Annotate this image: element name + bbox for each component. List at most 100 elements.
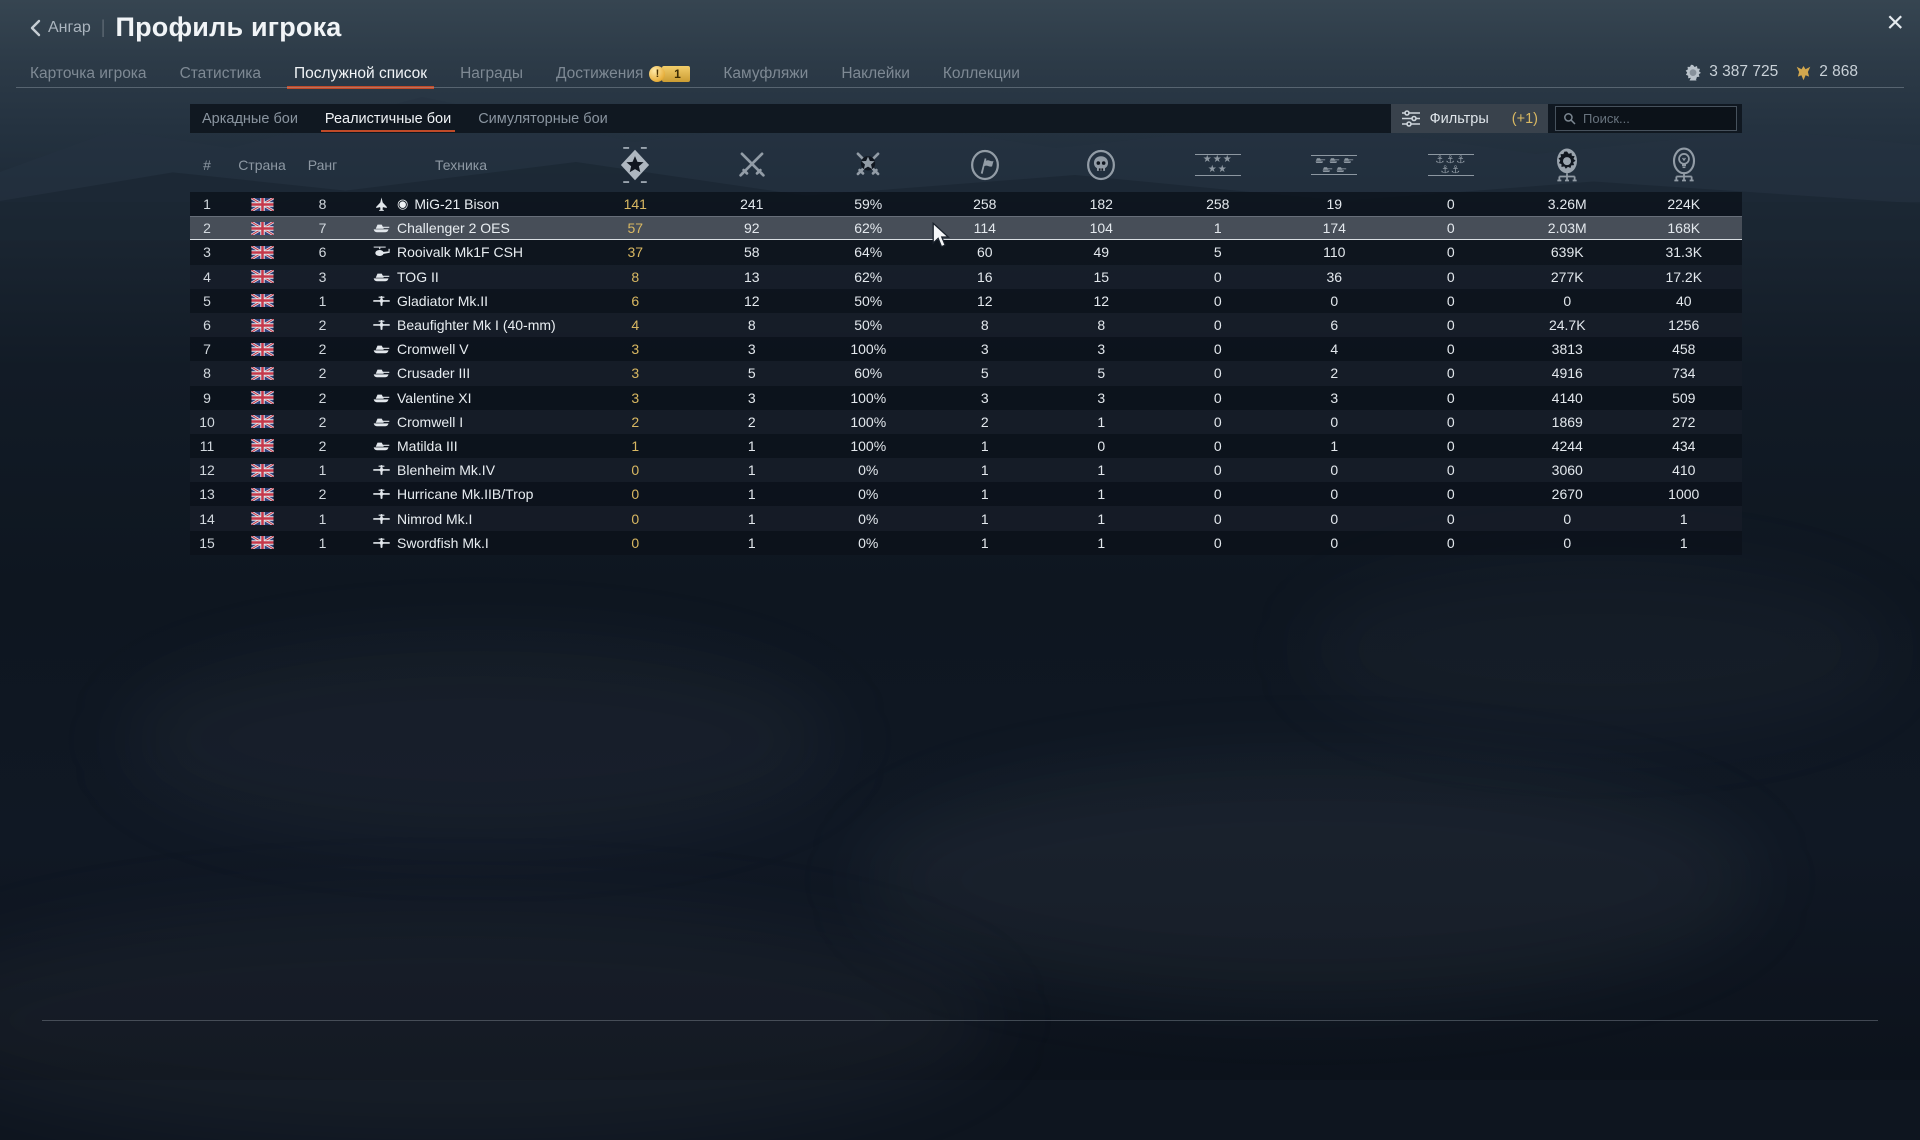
search-input[interactable] (1581, 110, 1729, 127)
vehicle-row[interactable]: 6 2 Beaufighter Mk I (40-mm) 4 8 50% 8 8 0 6 0 2… (190, 312, 1742, 338)
stat-battles: 12 (743, 292, 760, 309)
profile-tab-7[interactable]: Коллекции (943, 60, 1020, 88)
vehicle-row[interactable]: 5 1 Gladiator Mk.II 6 12 50% 12 12 0 0 0 0 40 (190, 288, 1742, 313)
stat-silver-lions-earned: 277K (1550, 268, 1584, 285)
profile-tab-6[interactable]: Наклейки (841, 60, 910, 88)
stat-sorties-flag: 1 (980, 462, 989, 479)
stat-ground-targets: 4 (1330, 341, 1339, 358)
country-flag-uk-icon (224, 536, 300, 550)
back-label: Ангар (48, 18, 91, 36)
stat-air-targets: 0 (1213, 268, 1222, 285)
stat-deaths-skull: 1 (1097, 413, 1106, 430)
profile-tabs: Карточка игрока Статистика Послужной списо… (30, 60, 1020, 89)
silver-lion-icon (1685, 64, 1702, 80)
stat-sorties-flag: 5 (980, 365, 989, 382)
stat-ground-targets: 0 (1330, 462, 1339, 479)
country-flag-uk-icon (224, 270, 300, 284)
vehicle-row[interactable]: 13 2 Hurricane Mk.IIB/Trop 0 1 0% 1 1 0 0 0 2670… (190, 482, 1742, 507)
research-points-icon (1672, 147, 1695, 182)
close-button[interactable]: × (1886, 6, 1904, 39)
stat-silver-lions-earned: 639K (1550, 244, 1584, 261)
profile-tab-3[interactable]: Награды (460, 60, 523, 88)
stat-silver-lions-earned: 0 (1563, 292, 1572, 309)
back-chevron-icon (30, 19, 41, 36)
vehicle-row[interactable]: 4 3 TOG II 8 13 62% 16 15 0 36 0 277K 17.2K (190, 264, 1742, 289)
naval-targets-icon: ⚓⚓⚓ ⚓⚓ (1427, 154, 1474, 176)
stat-air-targets: 1 (1213, 220, 1222, 237)
tank-icon (372, 343, 391, 355)
vehicle-rank: 2 (318, 389, 327, 406)
stat-sorties-flag: 60 (976, 244, 993, 261)
stat-winrate: 0% (858, 462, 879, 479)
vehicle-row[interactable]: 11 2 Matilda III 1 1 100% 1 0 0 1 0 4244 434 (190, 433, 1742, 459)
stat-ground-targets: 2 (1330, 365, 1339, 382)
back-button[interactable]: Ангар (30, 19, 91, 37)
research-points-column-header (1626, 145, 1743, 185)
vehicle-row[interactable]: 12 1 Blenheim Mk.IV 0 1 0% 1 1 0 0 0 3060 410 (190, 458, 1742, 483)
stat-silver-lions-earned: 1869 (1551, 413, 1583, 430)
vehicle-row[interactable]: 14 1 Nimrod Mk.I 0 1 0% 1 1 0 0 0 0 1 (190, 506, 1742, 531)
profile-tab-2[interactable]: Послужной список (286, 60, 435, 89)
vehicle-name: Matilda III (397, 437, 458, 454)
vehicle-cell: ◉ MiG-21 Bison (345, 196, 577, 212)
country-flag-uk-icon (224, 318, 300, 332)
vehicle-row[interactable]: 1 8 ◉ MiG-21 Bison 141 241 59% 258 182 258 19 0… (190, 192, 1742, 217)
vehicle-name: Blenheim Mk.IV (397, 462, 496, 479)
vehicle-row[interactable]: 2 7 Challenger 2 OES 57 92 62% 114 104 1 174 0 2… (190, 216, 1742, 241)
search-icon (1564, 113, 1576, 125)
row-number: 7 (203, 341, 211, 358)
stat-silver-lions-earned: 24.7K (1548, 317, 1586, 334)
vehicle-cell: Challenger 2 OES (345, 220, 577, 236)
badge-count: 1 (662, 66, 691, 82)
stat-silver-lions-earned: 4916 (1551, 365, 1583, 382)
mode-tab-0[interactable]: Аркадные бои (202, 110, 298, 127)
mode-tab-1[interactable]: Реалистичные бои (320, 104, 456, 133)
profile-tab-0[interactable]: Карточка игрока (30, 60, 147, 88)
vehicle-rank: 1 (318, 292, 327, 309)
vehicle-row[interactable]: 7 2 Cromwell V 3 3 100% 3 3 0 4 0 3813 458 (190, 337, 1742, 362)
naval-targets-column-header: ⚓⚓⚓ ⚓⚓ (1393, 154, 1510, 176)
vehicle-cell: Gladiator Mk.II (345, 293, 577, 309)
vehicle-row[interactable]: 10 2 Cromwell I 2 2 100% 2 1 0 0 0 1869 272 (190, 409, 1742, 434)
country-flag-uk-icon (224, 342, 300, 356)
column-header-country: Страна (238, 157, 286, 173)
vehicle-name: Nimrod Mk.I (397, 510, 473, 527)
country-flag-uk-icon (224, 294, 300, 308)
stat-research-points: 734 (1672, 365, 1696, 382)
vehicle-cell: Rooivalk Mk1F CSH (345, 244, 577, 260)
mode-tab-2[interactable]: Симуляторные бои (478, 110, 608, 127)
player-profile-screen: Ангар | Профиль игрока × 3 387 725 2 868… (0, 0, 1920, 1080)
search-box[interactable] (1555, 106, 1737, 131)
stat-deaths-skull: 1 (1097, 462, 1106, 479)
stat-air-targets: 0 (1213, 413, 1222, 430)
vehicle-name: Hurricane Mk.IIB/Trop (397, 486, 534, 503)
tank-icon (372, 367, 391, 379)
stat-naval-targets: 0 (1446, 437, 1455, 454)
stat-sorties-flag: 3 (980, 389, 989, 406)
stat-silver-lions-earned: 2.03M (1547, 220, 1587, 237)
vehicle-row[interactable]: 15 1 Swordfish Mk.I 0 1 0% 1 1 0 0 0 0 1 (190, 530, 1742, 555)
profile-tab-label: Наклейки (841, 65, 910, 82)
vehicle-rank: 3 (318, 268, 327, 285)
profile-tab-1[interactable]: Статистика (180, 60, 261, 88)
silver-lions-earned-icon (1557, 148, 1578, 182)
vehicle-name: Cromwell V (397, 341, 469, 358)
profile-tab-label: Награды (460, 65, 523, 82)
stat-deaths-skull: 3 (1097, 341, 1106, 358)
stat-naval-targets: 0 (1446, 486, 1455, 503)
wins-column-header (577, 145, 694, 185)
stat-deaths-skull: 0 (1097, 437, 1106, 454)
filters-button[interactable]: Фильтры (+1) (1390, 104, 1548, 133)
stat-air-targets: 0 (1213, 534, 1222, 551)
vehicle-row[interactable]: 3 6 Rooivalk Mk1F CSH 37 58 64% 60 49 5 110 0 63… (190, 240, 1742, 265)
stat-battles: 5 (747, 365, 756, 382)
vehicle-row[interactable]: 9 2 Valentine XI 3 3 100% 3 3 0 3 0 4140 509 (190, 385, 1742, 410)
stat-ground-targets: 0 (1330, 510, 1339, 527)
profile-tab-4[interactable]: Достижения! 1 (556, 60, 691, 88)
row-number: 2 (203, 220, 211, 237)
stat-silver-lions-earned: 3.26M (1547, 196, 1587, 213)
vehicle-row[interactable]: 8 2 Crusader III 3 5 60% 5 5 0 2 0 4916 734 (190, 361, 1742, 386)
profile-tab-5[interactable]: Камуфляжи (723, 60, 808, 88)
profile-tab-label: Коллекции (942, 65, 1020, 82)
deaths-skull-icon (1087, 149, 1116, 181)
